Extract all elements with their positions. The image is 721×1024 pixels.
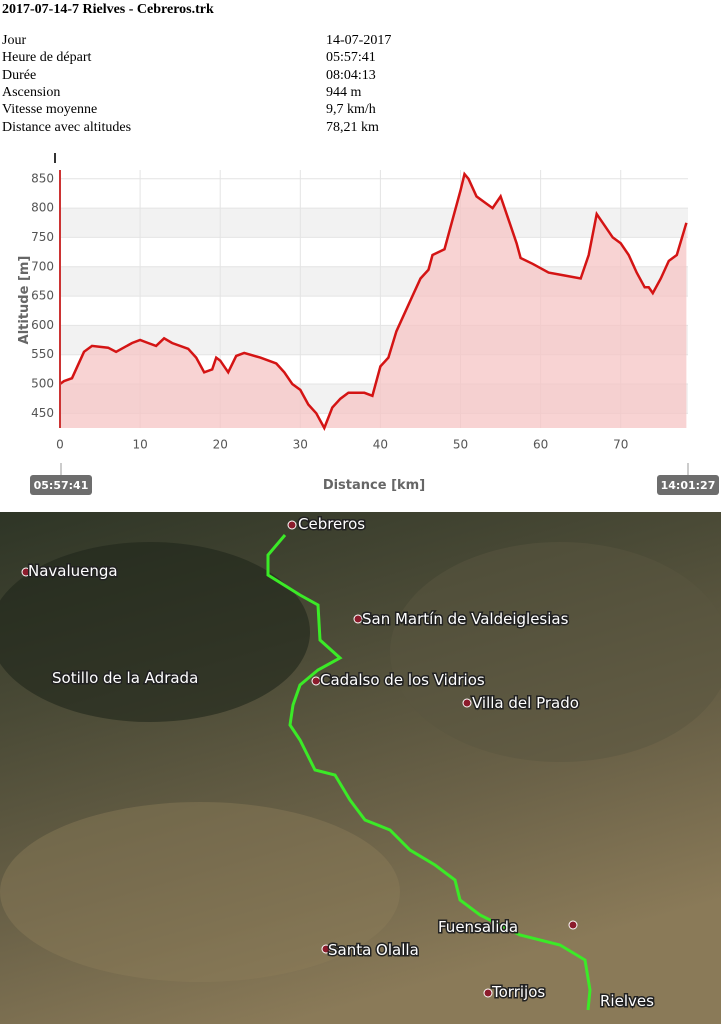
plot (59, 170, 688, 431)
place-label: Fuensalida (438, 918, 518, 936)
place-label: Rielves (600, 992, 654, 1010)
line (59, 171, 688, 431)
row-value: 08:04:13 (326, 67, 376, 83)
x-tick-label: 50 (453, 438, 468, 452)
map-labels: Cebreros Navaluenga San Martín de Valdeigl… (21, 514, 656, 1012)
place-marker (483, 988, 493, 998)
place-marker (462, 698, 472, 708)
row-label: Durée (2, 67, 37, 83)
x-tick-label: 30 (293, 438, 308, 452)
row-label: Vitesse moyenne (2, 102, 98, 118)
row-label: Jour (2, 33, 27, 48)
y-tick-label: 500 (31, 377, 54, 391)
chart: Distance [km] Altitude [m] 05:57:41 14:0… (17, 153, 719, 495)
terrain (0, 542, 310, 722)
y-tick-label: 600 (31, 318, 54, 332)
area (60, 174, 687, 428)
row-value: 944 m (326, 84, 362, 100)
place-label: Cebreros (298, 515, 365, 533)
y-tick-label: 550 (31, 347, 54, 361)
end-badge: 14:01:27 (657, 463, 719, 495)
x-tick-label: 60 (533, 438, 548, 452)
place-marker (321, 944, 331, 954)
place-label: Santa Olalla (328, 941, 419, 959)
row-value: 78,21 km (326, 119, 379, 135)
x-tick-label: 20 (213, 438, 228, 452)
place-marker (353, 614, 363, 624)
x-tick-label: 40 (373, 438, 388, 452)
place-marker (21, 567, 31, 577)
badge-bg (657, 475, 719, 495)
badge-bg (30, 475, 92, 495)
terrain (0, 802, 400, 982)
row-value: 05:57:41 (326, 50, 376, 66)
grid-band (60, 208, 688, 238)
row-label: Distance avec altitudes (2, 119, 132, 135)
y-tick-label: 700 (31, 259, 54, 273)
y-axis-label: Altitude [m] (17, 256, 32, 345)
terrain (390, 542, 721, 762)
row-value: 9,7 km/h (326, 102, 376, 118)
place-marker (287, 520, 297, 530)
row-label: Ascension (2, 84, 61, 100)
y-tick-label: 650 (31, 289, 54, 303)
row-value: 14-07-2017 (326, 33, 392, 48)
y-tick-label: 850 (31, 171, 54, 185)
start-badge: 05:57:41 (30, 463, 92, 495)
place-label: Villa del Prado (472, 694, 579, 712)
place-marker (311, 676, 321, 686)
badge-text: 14:01:27 (661, 479, 716, 492)
y-tick-label: 450 (31, 406, 54, 420)
badge-text: 05:57:41 (34, 479, 89, 492)
y-tick-label: 750 (31, 230, 54, 244)
place-label: Sotillo de la Adrada (52, 669, 198, 687)
y-tick-label: 800 (31, 201, 54, 215)
x-tick-label: 0 (56, 438, 64, 452)
x-axis-label: Distance [km] (323, 478, 425, 493)
place-label: Navaluenga (28, 562, 118, 580)
route-track (266, 534, 592, 1011)
row-label: Heure de départ (2, 50, 92, 66)
x-tick-label: 10 (132, 438, 147, 452)
map: Cebreros Navaluenga San Martín de Valdeigl… (0, 512, 721, 1024)
place-label: San Martín de Valdeiglesias (362, 610, 569, 628)
place-label: Torrijos (491, 983, 545, 1001)
place-marker (568, 920, 578, 930)
place-label: Cadalso de los Vidrios (320, 671, 485, 689)
x-tick-label: 70 (613, 438, 628, 452)
title: 2017-07-14-7 Rielves - Cebreros.trk (2, 2, 214, 17)
